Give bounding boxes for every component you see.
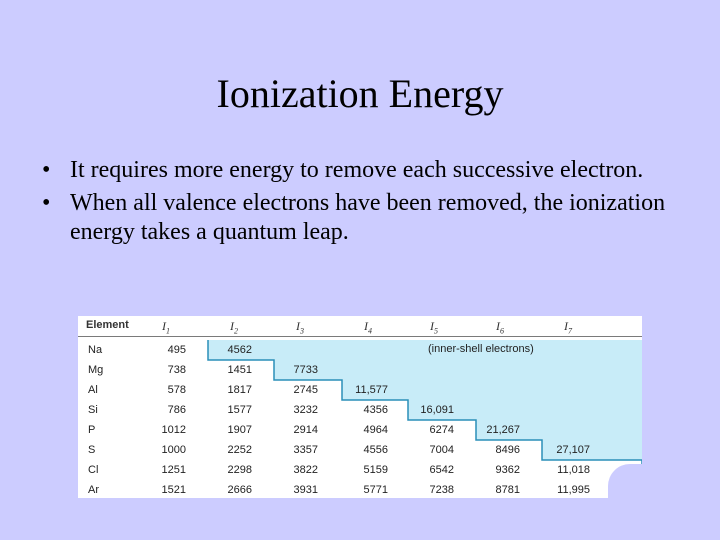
energy-value: 1907 xyxy=(227,424,252,436)
energy-value: 8496 xyxy=(495,444,520,456)
energy-value: 5771 xyxy=(363,484,388,496)
bullet-dot: • xyxy=(42,190,51,216)
energy-value: 6274 xyxy=(429,424,454,436)
energy-value: 7004 xyxy=(429,444,454,456)
energy-value: 2745 xyxy=(293,384,318,396)
header-ionization-7: I7 xyxy=(564,319,572,336)
header-element: Element xyxy=(86,319,129,331)
energy-value: 8781 xyxy=(495,484,520,496)
energy-value: 1521 xyxy=(161,484,186,496)
energy-value: 2666 xyxy=(227,484,252,496)
energy-value: 1251 xyxy=(161,464,186,476)
energy-value: 3822 xyxy=(293,464,318,476)
header-ionization-3: I3 xyxy=(296,319,304,336)
energy-value: 1577 xyxy=(227,404,252,416)
energy-value: 6542 xyxy=(429,464,454,476)
energy-value: 11,995 xyxy=(557,484,590,496)
page-curl xyxy=(608,464,648,508)
energy-value: 11,018 xyxy=(557,464,590,476)
element-symbol: Ar xyxy=(88,484,99,496)
stair-line xyxy=(207,340,642,480)
inner-shell-region xyxy=(207,340,642,480)
energy-value: 2298 xyxy=(227,464,252,476)
header-ionization-4: I4 xyxy=(364,319,372,336)
energy-value: 1451 xyxy=(227,364,252,376)
slide-title: Ionization Energy xyxy=(216,71,504,116)
energy-value: 9362 xyxy=(495,464,520,476)
energy-value: 1012 xyxy=(161,424,186,436)
energy-value: 3931 xyxy=(293,484,318,496)
element-symbol: Na xyxy=(88,344,103,356)
energy-value: 7238 xyxy=(429,484,454,496)
energy-value: 3357 xyxy=(293,444,318,456)
bullet-text: When all valence electrons have been rem… xyxy=(70,190,666,245)
energy-value: 738 xyxy=(167,364,186,376)
inner-shell-note: (inner-shell electrons) xyxy=(428,343,534,355)
bullet-item: • It requires more energy to remove each… xyxy=(42,156,682,185)
energy-value: 4356 xyxy=(363,404,388,416)
energy-value: 21,267 xyxy=(486,424,520,436)
bullet-text: It requires more energy to remove each s… xyxy=(70,157,644,183)
element-symbol: Si xyxy=(88,404,98,416)
element-symbol: Al xyxy=(88,384,98,396)
energy-value: 7733 xyxy=(293,364,318,376)
element-symbol: S xyxy=(88,444,96,456)
element-symbol: Cl xyxy=(88,464,99,476)
element-symbol: P xyxy=(88,424,96,436)
bullet-list: • It requires more energy to remove each… xyxy=(42,156,682,251)
header-ionization-5: I5 xyxy=(430,319,438,336)
element-symbol: Mg xyxy=(88,364,104,376)
energy-value: 2914 xyxy=(293,424,318,436)
energy-value: 27,107 xyxy=(556,444,590,456)
energy-value: 3232 xyxy=(293,404,318,416)
energy-value: 5159 xyxy=(363,464,388,476)
energy-value: 4964 xyxy=(363,424,388,436)
energy-value: 1817 xyxy=(227,384,252,396)
energy-value: 16,091 xyxy=(420,404,454,416)
energy-value: 4562 xyxy=(227,344,252,356)
table-header: Element I1 I2 I3 I4 I5 I6 I7 xyxy=(78,316,642,337)
ionization-energy-table: Element I1 I2 I3 I4 I5 I6 I7 (inner-shell elect… xyxy=(78,316,642,498)
bullet-item: • When all valence electrons have been r… xyxy=(42,189,682,247)
bullet-dot: • xyxy=(42,157,51,183)
energy-value: 2252 xyxy=(227,444,252,456)
energy-value: 786 xyxy=(167,404,186,416)
energy-value: 1000 xyxy=(161,444,186,456)
shaded-area xyxy=(208,340,642,480)
header-ionization-6: I6 xyxy=(496,319,504,336)
header-ionization-1: I1 xyxy=(162,319,170,336)
energy-value: 495 xyxy=(167,344,186,356)
energy-value: 11,577 xyxy=(355,384,388,396)
energy-value: 578 xyxy=(167,384,186,396)
energy-value: 4556 xyxy=(363,444,388,456)
header-ionization-2: I2 xyxy=(230,319,238,336)
